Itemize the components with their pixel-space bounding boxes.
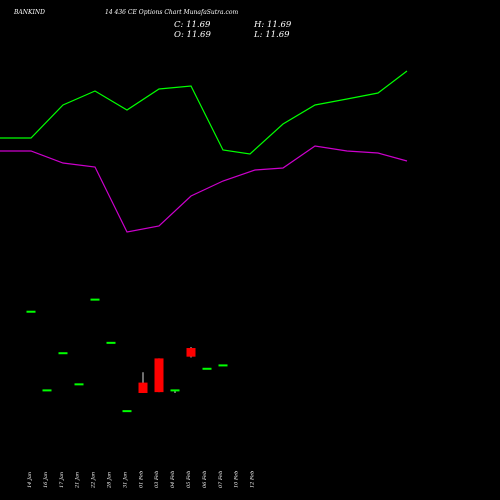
high-value: H: 11.69 bbox=[253, 20, 292, 30]
close-value: C: 11.69 bbox=[174, 20, 211, 30]
x-tick-label: 04 Feb bbox=[170, 471, 176, 488]
candle-body bbox=[170, 389, 180, 392]
candle-body bbox=[154, 358, 164, 393]
candle bbox=[26, 310, 36, 313]
x-tick-label: 16 Jan bbox=[43, 472, 49, 488]
x-tick-label: 28 Jan bbox=[107, 472, 113, 489]
low-value: L: 11.69 bbox=[253, 30, 290, 40]
candle bbox=[202, 367, 212, 370]
candle-body bbox=[218, 364, 228, 367]
candle-body bbox=[186, 348, 196, 357]
x-tick-label: 17 Jan bbox=[59, 472, 65, 488]
x-tick-labels: 14 Jan 16 Jan 17 Jan 21 Jan 22 Jan 28 Jan 31 J… bbox=[27, 471, 256, 489]
candle bbox=[122, 410, 132, 413]
x-tick-label: 03 Feb bbox=[154, 471, 160, 488]
candle-body bbox=[106, 341, 116, 344]
candle-body bbox=[58, 352, 68, 355]
x-tick-label: 07 Feb bbox=[218, 471, 224, 488]
lower-line bbox=[0, 145, 408, 233]
candle bbox=[154, 358, 164, 393]
candle-body bbox=[138, 382, 148, 393]
candle bbox=[42, 389, 52, 392]
x-tick-label: 22 Jan bbox=[91, 472, 97, 489]
upper-line bbox=[0, 70, 408, 155]
candle bbox=[186, 347, 196, 358]
candle bbox=[106, 341, 116, 344]
candle-body bbox=[74, 383, 84, 386]
symbol-label: BANKIND bbox=[13, 9, 45, 16]
candle-body bbox=[90, 298, 100, 301]
x-tick-label: 31 Jan bbox=[122, 472, 128, 488]
x-tick-label: 10 Feb bbox=[234, 471, 240, 488]
x-tick-label: 21 Jan bbox=[75, 472, 81, 489]
candle-body bbox=[42, 389, 52, 392]
candle bbox=[138, 372, 148, 393]
candle-body bbox=[202, 367, 212, 370]
x-tick-label: 01 Feb bbox=[138, 471, 144, 488]
candle bbox=[170, 389, 180, 393]
x-tick-label: 12 Feb bbox=[250, 471, 256, 488]
candle-body bbox=[122, 410, 132, 413]
open-value: O: 11.69 bbox=[174, 30, 211, 40]
candle bbox=[218, 364, 228, 367]
candle-body bbox=[26, 310, 36, 313]
chart-subtitle: 14 436 CE Options Chart MunafaSutra.com bbox=[105, 9, 239, 16]
indicator-lines bbox=[0, 70, 408, 233]
candle bbox=[74, 383, 84, 386]
x-tick-label: 06 Feb bbox=[202, 471, 208, 488]
x-tick-label: 14 Jan bbox=[27, 472, 33, 488]
candles bbox=[26, 298, 228, 413]
x-tick-label: 05 Feb bbox=[186, 471, 192, 488]
candle bbox=[58, 352, 68, 355]
candle bbox=[90, 298, 100, 301]
